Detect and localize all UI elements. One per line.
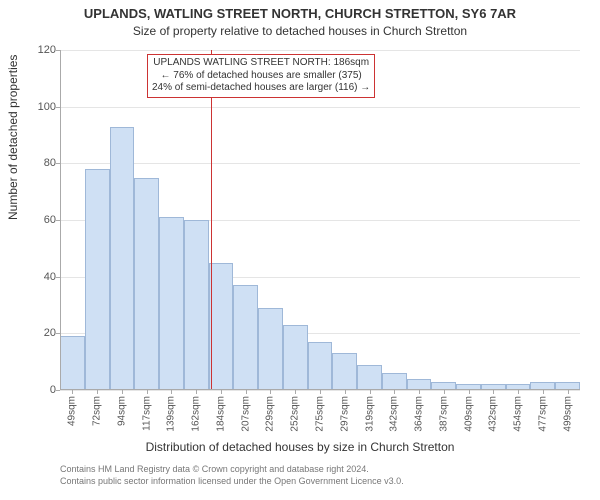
plot-area: UPLANDS WATLING STREET NORTH: 186sqm← 76… [60,50,580,390]
histogram-bars [60,50,580,390]
x-tick-mark [345,390,346,394]
histogram-bar [85,169,110,390]
histogram-bar [60,336,85,390]
x-tick-label: 275sqm [315,396,326,432]
x-tick-label: 432sqm [488,396,499,432]
x-tick-mark [196,390,197,394]
attribution-line-1: Contains HM Land Registry data © Crown c… [60,464,580,476]
x-tick-label: 477sqm [537,396,548,432]
y-ticks: 020406080100120 [0,50,58,390]
attribution-line-2: Contains public sector information licen… [60,476,580,488]
histogram-bar [258,308,283,390]
x-tick-label: 139sqm [166,396,177,432]
histogram-bar [283,325,308,390]
x-tick-label: 229sqm [265,396,276,432]
x-tick-mark [171,390,172,394]
x-tick-mark [147,390,148,394]
x-tick-label: 409sqm [463,396,474,432]
x-tick-mark [246,390,247,394]
x-tick-mark [493,390,494,394]
x-tick-label: 387sqm [438,396,449,432]
x-tick-label: 207sqm [240,396,251,432]
y-tick-label: 120 [26,44,56,56]
x-tick-mark [394,390,395,394]
x-tick-mark [320,390,321,394]
x-tick-mark [122,390,123,394]
x-tick-mark [543,390,544,394]
x-tick-label: 117sqm [141,396,152,431]
x-tick-mark [568,390,569,394]
histogram-bar [382,373,407,390]
histogram-bar [134,178,159,391]
x-tick-mark [270,390,271,394]
histogram-bar [209,263,234,391]
attribution-text: Contains HM Land Registry data © Crown c… [60,464,580,487]
x-tick-mark [469,390,470,394]
x-tick-mark [72,390,73,394]
x-tick-label: 72sqm [92,396,103,426]
x-tick-mark [370,390,371,394]
histogram-bar [233,285,258,390]
annotation-line: ← 76% of detached houses are smaller (37… [152,70,370,83]
annotation-line: UPLANDS WATLING STREET NORTH: 186sqm [152,57,370,70]
x-tick-label: 342sqm [389,396,400,432]
x-tick-mark [444,390,445,394]
y-tick-label: 20 [26,327,56,339]
x-axis-label: Distribution of detached houses by size … [0,440,600,454]
histogram-bar [332,353,357,390]
y-tick-label: 40 [26,271,56,283]
annotation-line: 24% of semi-detached houses are larger (… [152,82,370,95]
x-tick-label: 184sqm [215,396,226,432]
histogram-bar [184,220,209,390]
x-tick-label: 49sqm [67,396,78,426]
x-tick-label: 319sqm [364,396,375,432]
x-tick-mark [419,390,420,394]
x-tick-label: 499sqm [562,396,573,432]
chart-title: UPLANDS, WATLING STREET NORTH, CHURCH ST… [0,6,600,21]
y-tick-label: 0 [26,384,56,396]
x-tick-label: 252sqm [290,396,301,432]
chart-subtitle: Size of property relative to detached ho… [0,24,600,38]
histogram-bar [357,365,382,391]
y-tick-label: 60 [26,214,56,226]
histogram-bar [159,217,184,390]
y-axis-line [60,50,61,390]
reference-line [211,50,212,390]
histogram-bar [110,127,135,391]
x-tick-mark [221,390,222,394]
histogram-bar [308,342,333,390]
x-tick-label: 162sqm [191,396,202,432]
x-tick-label: 364sqm [414,396,425,432]
x-tick-mark [518,390,519,394]
y-tick-label: 100 [26,101,56,113]
x-tick-mark [97,390,98,394]
x-tick-label: 454sqm [513,396,524,432]
x-tick-label: 94sqm [116,396,127,426]
x-tick-mark [295,390,296,394]
annotation-box: UPLANDS WATLING STREET NORTH: 186sqm← 76… [147,54,375,98]
x-tick-label: 297sqm [339,396,350,432]
y-tick-label: 80 [26,157,56,169]
